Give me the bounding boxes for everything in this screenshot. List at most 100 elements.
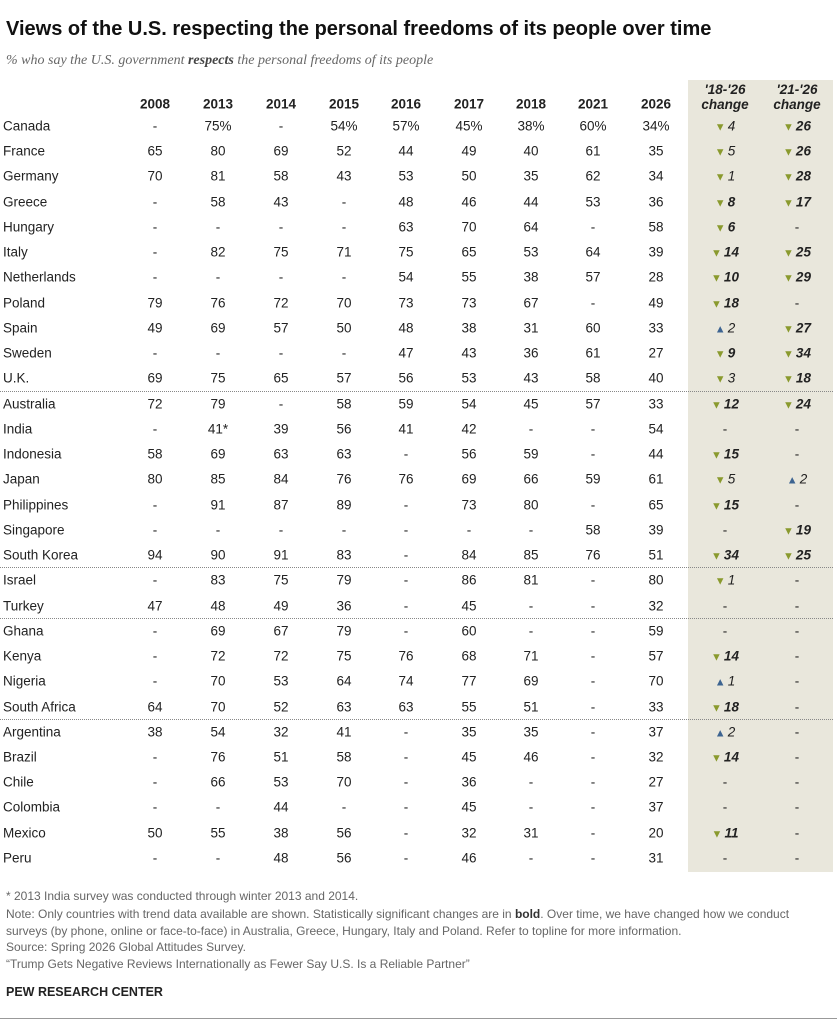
change-cell: - <box>794 219 800 235</box>
change-cell: ▼ 6 <box>715 219 735 234</box>
country: Germany <box>3 168 59 184</box>
change-arrow: ▼ <box>783 171 794 184</box>
cell: 75 <box>273 244 289 260</box>
change-cell: ▲ 2 <box>787 472 807 487</box>
cell: 54 <box>210 724 226 740</box>
cell: 36 <box>461 774 477 790</box>
change-arrow: ▼ <box>714 222 726 235</box>
cell: - <box>590 623 596 639</box>
cell: 72 <box>147 396 163 412</box>
cell: 71 <box>336 244 352 260</box>
change-cell: ▼ 18 <box>711 699 739 714</box>
cell: 57 <box>585 396 601 412</box>
change-value: 4 <box>727 118 736 134</box>
change-header-line: change <box>773 97 821 112</box>
cell: - <box>528 421 534 437</box>
change-value: 18 <box>723 295 739 311</box>
cell: 49 <box>461 143 477 159</box>
cell: 45 <box>461 749 477 765</box>
cell: 64 <box>523 219 539 235</box>
cell: - <box>341 522 347 538</box>
note: Note: Only countries with trend data ava… <box>6 906 816 940</box>
change-value: 19 <box>795 522 811 538</box>
cell: 90 <box>210 547 226 563</box>
change-cell: ▼ 34 <box>711 548 739 563</box>
cell: 79 <box>336 572 352 588</box>
cell: - <box>403 497 409 513</box>
cell: 56 <box>461 446 477 462</box>
change-cell: ▼ 8 <box>715 194 735 209</box>
cell: 61 <box>648 471 664 487</box>
cell: 55 <box>210 825 226 841</box>
cell: 47 <box>147 598 163 614</box>
cell: 37 <box>648 724 664 740</box>
cell: - <box>403 724 409 740</box>
cell: - <box>528 623 534 639</box>
cell: 41 <box>398 421 414 437</box>
cell: 34 <box>648 168 664 184</box>
change-value: 1 <box>727 572 736 588</box>
cell: 45 <box>523 396 539 412</box>
change-cell: ▼ 9 <box>715 346 735 361</box>
cell: 31 <box>523 320 539 336</box>
title: Views of the U.S. respecting the persona… <box>6 18 712 40</box>
cell: 54% <box>330 118 358 134</box>
cell: 70 <box>210 699 226 715</box>
cell: 32 <box>273 724 289 740</box>
cell: - <box>528 774 534 790</box>
cell: - <box>341 345 347 361</box>
change-cell: ▼ 24 <box>783 396 811 411</box>
change-arrow: ▼ <box>711 399 722 412</box>
cell: 50 <box>336 320 352 336</box>
cell: 58 <box>585 370 601 386</box>
cell: - <box>215 219 221 235</box>
change-arrow: ▼ <box>711 550 722 563</box>
change-value: 27 <box>795 320 811 336</box>
change-cell: ▼ 25 <box>783 548 811 563</box>
cell: 48 <box>210 598 226 614</box>
cell: 32 <box>461 825 477 841</box>
cell: 82 <box>210 244 226 260</box>
cell: 76 <box>336 471 352 487</box>
group-separator <box>0 617 833 619</box>
cell: 58 <box>585 522 601 538</box>
change-arrow: ▼ <box>783 146 794 159</box>
cell: 84 <box>461 547 477 563</box>
change-cell: - <box>794 295 800 311</box>
change-value: 14 <box>723 648 739 664</box>
column-header: 2017 <box>453 96 485 112</box>
cell: - <box>590 648 596 664</box>
cell: - <box>152 269 158 285</box>
cell: 75 <box>273 572 289 588</box>
change-arrow: ▼ <box>783 323 794 336</box>
cell: - <box>590 699 596 715</box>
cell: - <box>590 295 596 311</box>
cell: 56 <box>398 370 414 386</box>
cell: 60% <box>579 118 607 134</box>
change-arrow: ▼ <box>714 146 726 159</box>
cell: - <box>341 194 347 210</box>
cell: 44 <box>648 446 664 462</box>
cell: 73 <box>461 497 477 513</box>
cell: - <box>215 269 221 285</box>
change-arrow: ▼ <box>711 828 723 841</box>
cell: 83 <box>210 572 226 588</box>
cell: 58 <box>147 446 163 462</box>
country: Australia <box>3 396 56 412</box>
cell: - <box>152 421 158 437</box>
change-cell: - <box>794 724 800 740</box>
cell: 53 <box>398 168 414 184</box>
cell: 50 <box>461 168 477 184</box>
change-value: 15 <box>723 446 739 462</box>
cell: - <box>590 825 596 841</box>
change-arrow: ▼ <box>783 272 794 285</box>
change-cell: - <box>794 446 800 462</box>
cell: 89 <box>336 497 352 513</box>
cell: - <box>152 572 158 588</box>
country: Greece <box>3 194 48 210</box>
column-header: 2015 <box>328 96 360 112</box>
cell: - <box>403 850 409 866</box>
cell: 76 <box>210 749 226 765</box>
change-cell: ▲ 1 <box>715 674 735 689</box>
change-arrow: ▼ <box>711 272 722 285</box>
